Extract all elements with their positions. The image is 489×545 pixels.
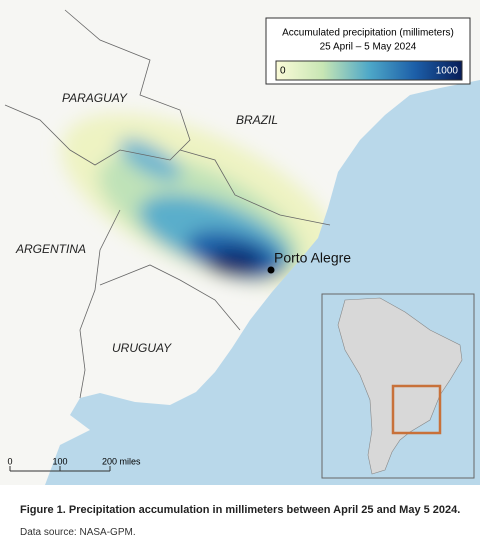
colorbar	[275, 60, 463, 81]
scale-label: 0	[7, 456, 12, 466]
country-label: BRAZIL	[236, 113, 278, 127]
legend-subtitle: 25 April – 5 May 2024	[320, 42, 417, 53]
inset-highlight	[391, 384, 442, 435]
map: PARAGUAY BRAZIL ARGENTINA URUGUAY Porto …	[0, 0, 480, 485]
city-label: Porto Alegre	[274, 250, 351, 266]
colorbar-min: 0	[280, 66, 286, 77]
country-label: ARGENTINA	[15, 242, 86, 256]
country-label: URUGUAY	[112, 341, 172, 355]
country-label: PARAGUAY	[62, 91, 128, 105]
city-marker	[267, 266, 275, 274]
inset-map	[321, 293, 475, 479]
legend-title: Accumulated precipitation (millimeters)	[282, 28, 454, 39]
scale-bar: 0 100 200 miles	[7, 456, 141, 472]
caption: Figure 1. Precipitation accumulation in …	[20, 504, 461, 516]
data-source: Data source: NASA-GPM.	[20, 527, 136, 538]
colorbar-max: 1000	[436, 66, 459, 77]
legend: Accumulated precipitation (millimeters) …	[265, 17, 471, 85]
scale-label: 200 miles	[102, 456, 141, 466]
borders	[4, 9, 331, 399]
scale-label: 100	[52, 456, 67, 466]
precipitation	[61, 113, 339, 287]
